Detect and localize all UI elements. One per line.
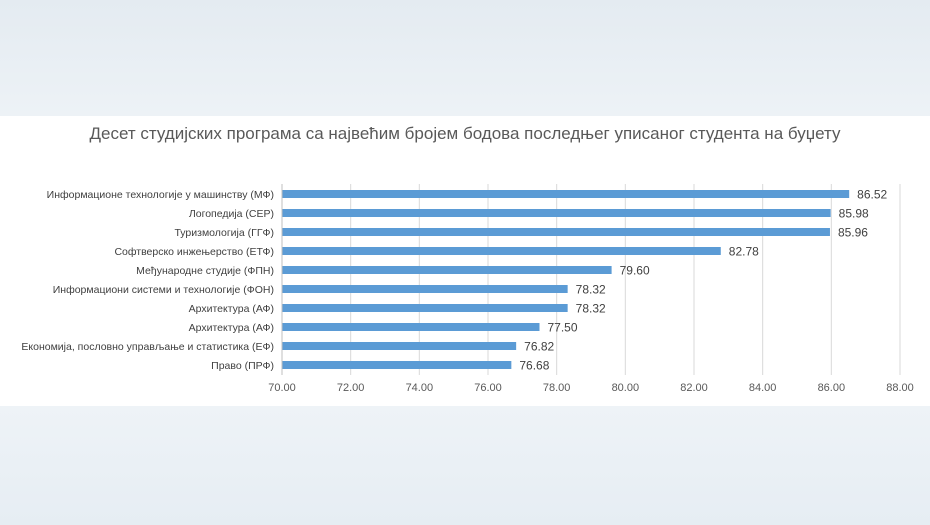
value-label: 78.32 bbox=[576, 283, 606, 297]
category-label: Архитектура (АФ) bbox=[189, 303, 274, 315]
category-label: Архитектура (АФ) bbox=[189, 322, 274, 334]
category-label: Информационе технологије у машинству (МФ… bbox=[47, 189, 274, 201]
background-band-bottom bbox=[0, 406, 930, 525]
category-label: Туризмологија (ГГФ) bbox=[174, 227, 274, 239]
x-tick-label: 76.00 bbox=[474, 382, 502, 394]
bar bbox=[282, 190, 850, 198]
value-label: 79.60 bbox=[620, 264, 650, 278]
background-band-top bbox=[0, 0, 930, 116]
category-label: Међународне студије (ФПН) bbox=[136, 265, 274, 277]
x-tick-label: 72.00 bbox=[337, 382, 365, 394]
x-tick-label: 84.00 bbox=[749, 382, 777, 394]
bar bbox=[282, 228, 830, 236]
x-tick-label: 70.00 bbox=[268, 382, 296, 394]
x-tick-label: 88.00 bbox=[886, 382, 914, 394]
category-label: Софтверско инжењерство (ЕТФ) bbox=[114, 246, 274, 258]
category-label: Економија, пословно управљање и статисти… bbox=[21, 341, 274, 353]
value-label: 77.50 bbox=[548, 321, 578, 335]
chart-title: Десет студијских програма са највећим бр… bbox=[89, 124, 841, 143]
category-label: Информациони системи и технологије (ФОН) bbox=[53, 284, 274, 296]
bar bbox=[282, 209, 831, 217]
x-tick-label: 82.00 bbox=[680, 382, 708, 394]
x-tick-label: 86.00 bbox=[818, 382, 846, 394]
bar bbox=[282, 285, 568, 293]
bar bbox=[282, 247, 721, 255]
value-label: 86.52 bbox=[857, 188, 887, 202]
x-tick-label: 80.00 bbox=[612, 382, 640, 394]
x-tick-label: 74.00 bbox=[406, 382, 434, 394]
category-label: Право (ПРФ) bbox=[211, 360, 274, 372]
value-label: 85.96 bbox=[838, 226, 868, 240]
category-label: Логопедија (СЕР) bbox=[189, 208, 274, 220]
bar bbox=[282, 304, 568, 312]
value-label: 76.68 bbox=[519, 359, 549, 373]
value-label: 76.82 bbox=[524, 340, 554, 354]
bar bbox=[282, 266, 612, 274]
bar bbox=[282, 361, 512, 369]
bar bbox=[282, 323, 540, 331]
chart-card bbox=[0, 116, 930, 406]
value-label: 85.98 bbox=[839, 207, 869, 221]
value-label: 78.32 bbox=[576, 302, 606, 316]
x-tick-label: 78.00 bbox=[543, 382, 571, 394]
value-label: 82.78 bbox=[729, 245, 759, 259]
bar bbox=[282, 342, 517, 350]
